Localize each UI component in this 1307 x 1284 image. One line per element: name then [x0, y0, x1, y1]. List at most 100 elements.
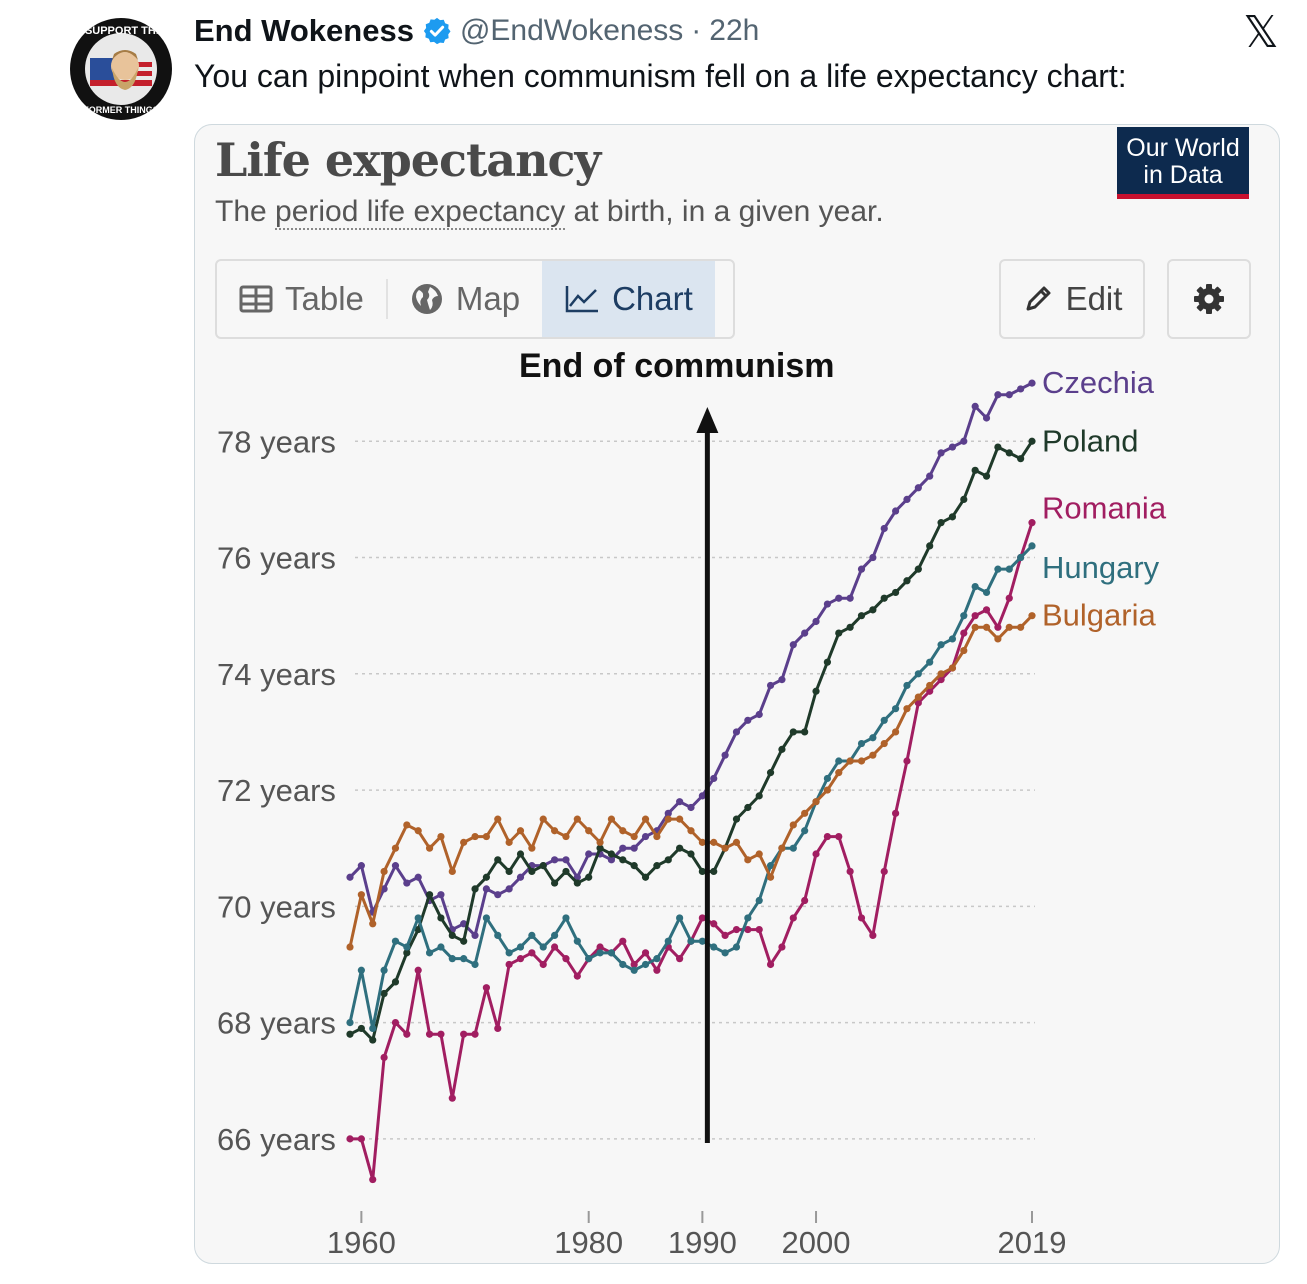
data-point-bulgaria[interactable] — [846, 757, 854, 765]
line-chart[interactable]: 66 years 68 years 70 years 72 years 74 years… — [195, 125, 1279, 1263]
data-point-bulgaria[interactable] — [698, 838, 706, 846]
data-point-romania[interactable] — [380, 1053, 388, 1062]
data-point-hungary[interactable] — [823, 774, 832, 783]
data-point-bulgaria[interactable] — [721, 844, 729, 852]
data-point-bulgaria[interactable] — [425, 844, 434, 852]
data-point-romania[interactable] — [460, 1030, 468, 1038]
data-point-bulgaria[interactable] — [562, 832, 570, 841]
data-point-czechia[interactable] — [721, 751, 729, 759]
data-point-poland[interactable] — [391, 978, 400, 986]
data-point-hungary[interactable] — [551, 931, 559, 940]
data-point-poland[interactable] — [562, 867, 570, 876]
data-point-poland[interactable] — [448, 931, 456, 940]
data-point-hungary[interactable] — [357, 966, 365, 974]
data-point-hungary[interactable] — [607, 949, 616, 957]
data-point-poland[interactable] — [880, 594, 888, 602]
data-point-bulgaria[interactable] — [414, 827, 422, 835]
data-point-romania[interactable] — [823, 832, 832, 841]
data-point-romania[interactable] — [982, 606, 991, 614]
data-point-poland[interactable] — [437, 914, 445, 922]
data-point-czechia[interactable] — [607, 856, 616, 864]
data-point-hungary[interactable] — [971, 583, 979, 591]
data-point-bulgaria[interactable] — [994, 635, 1002, 643]
data-point-bulgaria[interactable] — [914, 693, 922, 701]
data-point-bulgaria[interactable] — [778, 844, 786, 852]
data-point-bulgaria[interactable] — [892, 728, 900, 736]
data-point-czechia[interactable] — [403, 879, 411, 887]
data-point-hungary[interactable] — [494, 931, 502, 940]
data-point-romania[interactable] — [437, 1030, 445, 1038]
data-point-czechia[interactable] — [471, 931, 479, 940]
data-point-bulgaria[interactable] — [937, 670, 945, 678]
data-point-bulgaria[interactable] — [585, 827, 593, 835]
data-point-romania[interactable] — [926, 687, 934, 695]
data-point-czechia[interactable] — [835, 594, 843, 602]
data-point-poland[interactable] — [732, 815, 741, 823]
data-point-poland[interactable] — [653, 862, 661, 870]
data-point-bulgaria[interactable] — [653, 832, 661, 841]
data-point-czechia[interactable] — [948, 443, 957, 451]
data-point-romania[interactable] — [744, 925, 752, 934]
data-point-hungary[interactable] — [880, 716, 888, 724]
data-point-poland[interactable] — [812, 687, 820, 695]
data-point-poland[interactable] — [619, 856, 627, 864]
data-point-hungary[interactable] — [960, 612, 968, 620]
data-point-poland[interactable] — [755, 792, 763, 800]
author-handle[interactable]: @EndWokeness — [459, 14, 684, 47]
data-point-bulgaria[interactable] — [391, 844, 400, 852]
data-point-romania[interactable] — [391, 1019, 400, 1027]
data-point-hungary[interactable] — [585, 955, 593, 963]
data-point-bulgaria[interactable] — [551, 827, 559, 835]
data-point-romania[interactable] — [789, 914, 797, 922]
data-point-bulgaria[interactable] — [664, 815, 672, 823]
data-point-czechia[interactable] — [801, 629, 809, 637]
data-point-poland[interactable] — [551, 879, 559, 887]
data-point-romania[interactable] — [494, 1024, 502, 1033]
data-point-poland[interactable] — [357, 1024, 365, 1033]
data-point-bulgaria[interactable] — [357, 891, 365, 899]
data-point-czechia[interactable] — [778, 676, 786, 684]
data-point-czechia[interactable] — [755, 710, 763, 719]
data-point-romania[interactable] — [551, 943, 559, 951]
data-point-poland[interactable] — [801, 728, 809, 736]
data-point-poland[interactable] — [1028, 437, 1036, 445]
data-point-hungary[interactable] — [516, 943, 525, 951]
data-point-czechia[interactable] — [346, 873, 354, 881]
data-point-hungary[interactable] — [744, 914, 752, 922]
data-point-romania[interactable] — [505, 960, 513, 969]
data-point-hungary[interactable] — [346, 1019, 354, 1027]
data-point-bulgaria[interactable] — [539, 815, 547, 823]
data-point-bulgaria[interactable] — [687, 827, 695, 835]
data-point-bulgaria[interactable] — [505, 838, 513, 846]
data-point-poland[interactable] — [573, 879, 581, 887]
data-point-czechia[interactable] — [482, 885, 490, 893]
data-point-bulgaria[interactable] — [630, 832, 638, 841]
data-point-bulgaria[interactable] — [1017, 623, 1025, 631]
data-point-hungary[interactable] — [471, 960, 479, 969]
data-point-hungary[interactable] — [710, 943, 718, 951]
data-point-czechia[interactable] — [641, 832, 650, 841]
data-point-poland[interactable] — [937, 519, 945, 527]
data-point-hungary[interactable] — [948, 635, 957, 643]
data-point-bulgaria[interactable] — [494, 815, 502, 823]
data-point-romania[interactable] — [539, 960, 547, 969]
chart-card[interactable]: Life expectancy The period life expectan… — [194, 124, 1280, 1264]
data-point-poland[interactable] — [641, 873, 650, 881]
data-point-poland[interactable] — [789, 728, 797, 736]
data-point-romania[interactable] — [698, 914, 706, 922]
data-point-bulgaria[interactable] — [471, 832, 479, 841]
data-point-romania[interactable] — [812, 850, 820, 858]
data-point-poland[interactable] — [346, 1030, 354, 1038]
data-point-czechia[interactable] — [846, 594, 854, 602]
data-point-hungary[interactable] — [766, 862, 775, 870]
data-point-hungary[interactable] — [460, 955, 468, 963]
data-point-hungary[interactable] — [664, 937, 672, 945]
data-point-romania[interactable] — [994, 623, 1002, 631]
data-point-romania[interactable] — [414, 966, 422, 974]
data-point-czechia[interactable] — [698, 792, 706, 800]
data-point-hungary[interactable] — [437, 943, 445, 951]
tab-map[interactable]: Map — [388, 261, 542, 337]
data-point-romania[interactable] — [755, 925, 763, 934]
data-point-czechia[interactable] — [460, 920, 468, 928]
data-point-hungary[interactable] — [573, 937, 581, 945]
